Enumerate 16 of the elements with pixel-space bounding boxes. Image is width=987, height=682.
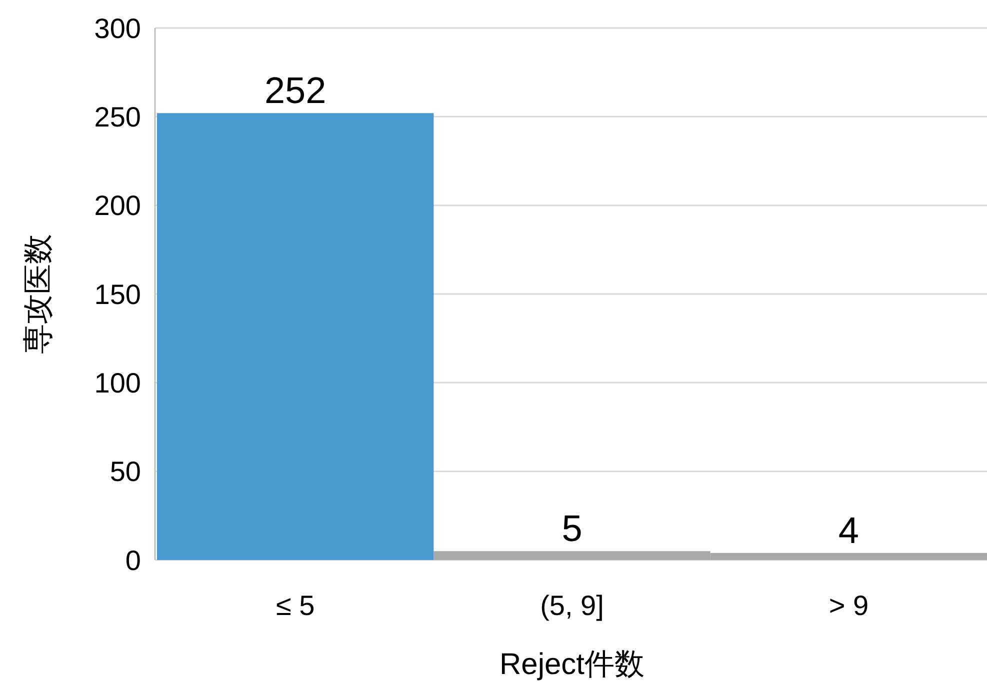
data-label: 5 bbox=[562, 508, 582, 550]
x-axis-title: Reject件数 bbox=[499, 648, 645, 681]
y-tick-label: 0 bbox=[125, 544, 141, 576]
x-tick-label: > 9 bbox=[828, 590, 869, 621]
data-label: 252 bbox=[264, 70, 326, 112]
y-tick-label: 50 bbox=[110, 456, 141, 488]
y-tick-label: 150 bbox=[94, 278, 141, 310]
y-tick-label: 250 bbox=[94, 101, 141, 132]
x-tick-label: ≤ 5 bbox=[276, 590, 315, 621]
y-axis-title: 専攻医数 bbox=[22, 234, 55, 354]
data-label: 4 bbox=[838, 510, 859, 551]
y-tick-label: 300 bbox=[94, 12, 141, 44]
bar bbox=[157, 113, 434, 560]
y-tick-label: 100 bbox=[94, 367, 141, 398]
x-tick-label: (5, 9] bbox=[540, 590, 604, 621]
y-tick-label: 200 bbox=[94, 190, 141, 222]
